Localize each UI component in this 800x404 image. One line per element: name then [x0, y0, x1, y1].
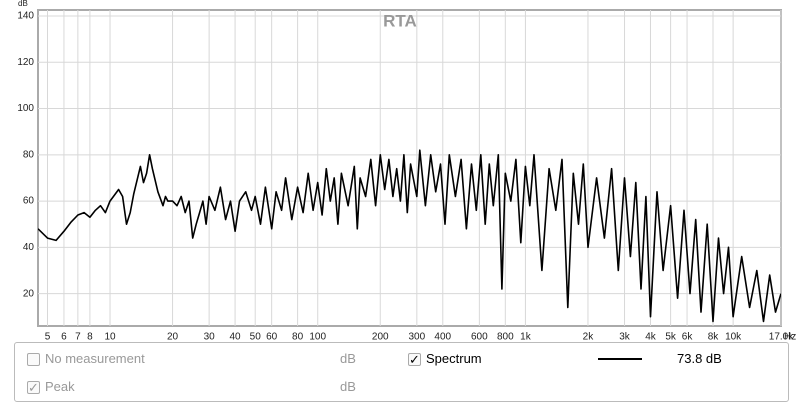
- x-tick-label: 600: [471, 332, 488, 340]
- y-tick-label: 20: [23, 288, 35, 299]
- x-tick-label: 2k: [583, 332, 595, 340]
- checkbox[interactable]: [27, 353, 40, 366]
- spectrum-line: [38, 149, 781, 323]
- x-tick-label: 10k: [725, 332, 742, 340]
- x-tick-label: 300: [408, 332, 425, 340]
- y-tick-label: 100: [17, 103, 34, 114]
- unit: dB: [340, 351, 356, 366]
- x-tick-label: 40: [230, 332, 242, 340]
- x-tick-label: 6k: [682, 332, 694, 340]
- y-tick-label: 40: [23, 242, 35, 253]
- x-tick-label: 8: [87, 332, 93, 340]
- y-axis-label: dB: [18, 0, 28, 8]
- legend-label: Spectrum: [426, 351, 482, 366]
- y-tick-label: 120: [17, 57, 34, 68]
- x-tick-label: 8k: [708, 332, 720, 340]
- x-tick-label: 5k: [665, 332, 677, 340]
- chart: RTA dB Hz 20 40 60 80 100 120 140 5 6 7 8 10 20 30 40 5…: [17, 0, 796, 340]
- x-tick-label: 100: [309, 332, 326, 340]
- checkbox[interactable]: ✓: [27, 380, 40, 395]
- x-tick-label: 80: [292, 332, 304, 340]
- line-sample: [598, 358, 642, 360]
- reading: 73.8 dB: [677, 351, 722, 366]
- x-tick-label: 200: [372, 332, 389, 340]
- x-tick-label: 50: [250, 332, 262, 340]
- x-tick-label: 7: [75, 332, 81, 340]
- x-tick-label: 3k: [619, 332, 631, 340]
- x-tick-label: 30: [204, 332, 216, 340]
- x-tick-label: 800: [497, 332, 514, 340]
- x-tick-label: 4k: [645, 332, 657, 340]
- x-tick-label: 400: [434, 332, 451, 340]
- checkbox[interactable]: ✓: [408, 352, 421, 367]
- y-tick-label: 60: [23, 196, 35, 207]
- legend-label: Peak: [45, 379, 75, 394]
- x-tick-label: 6: [61, 332, 67, 340]
- y-tick-label: 80: [23, 149, 35, 160]
- legend-panel: No measurement dB ✓ Spectrum 73.8 dB ✓ Peak dB: [14, 342, 789, 402]
- x-tick-label: 20: [167, 332, 179, 340]
- x-tick-label: 10: [104, 332, 116, 340]
- unit: dB: [340, 379, 356, 394]
- x-tick-label: 5: [45, 332, 51, 340]
- x-tick-label: 60: [266, 332, 278, 340]
- x-tick-label: 1k: [520, 332, 532, 340]
- chart-title: RTA: [383, 11, 417, 30]
- y-tick-label: 140: [17, 11, 34, 22]
- x-tick-label: 17.0k: [769, 332, 794, 340]
- legend-label: No measurement: [45, 351, 145, 366]
- plot-area: [37, 9, 782, 327]
- x-axis-label: Hz: [784, 332, 796, 340]
